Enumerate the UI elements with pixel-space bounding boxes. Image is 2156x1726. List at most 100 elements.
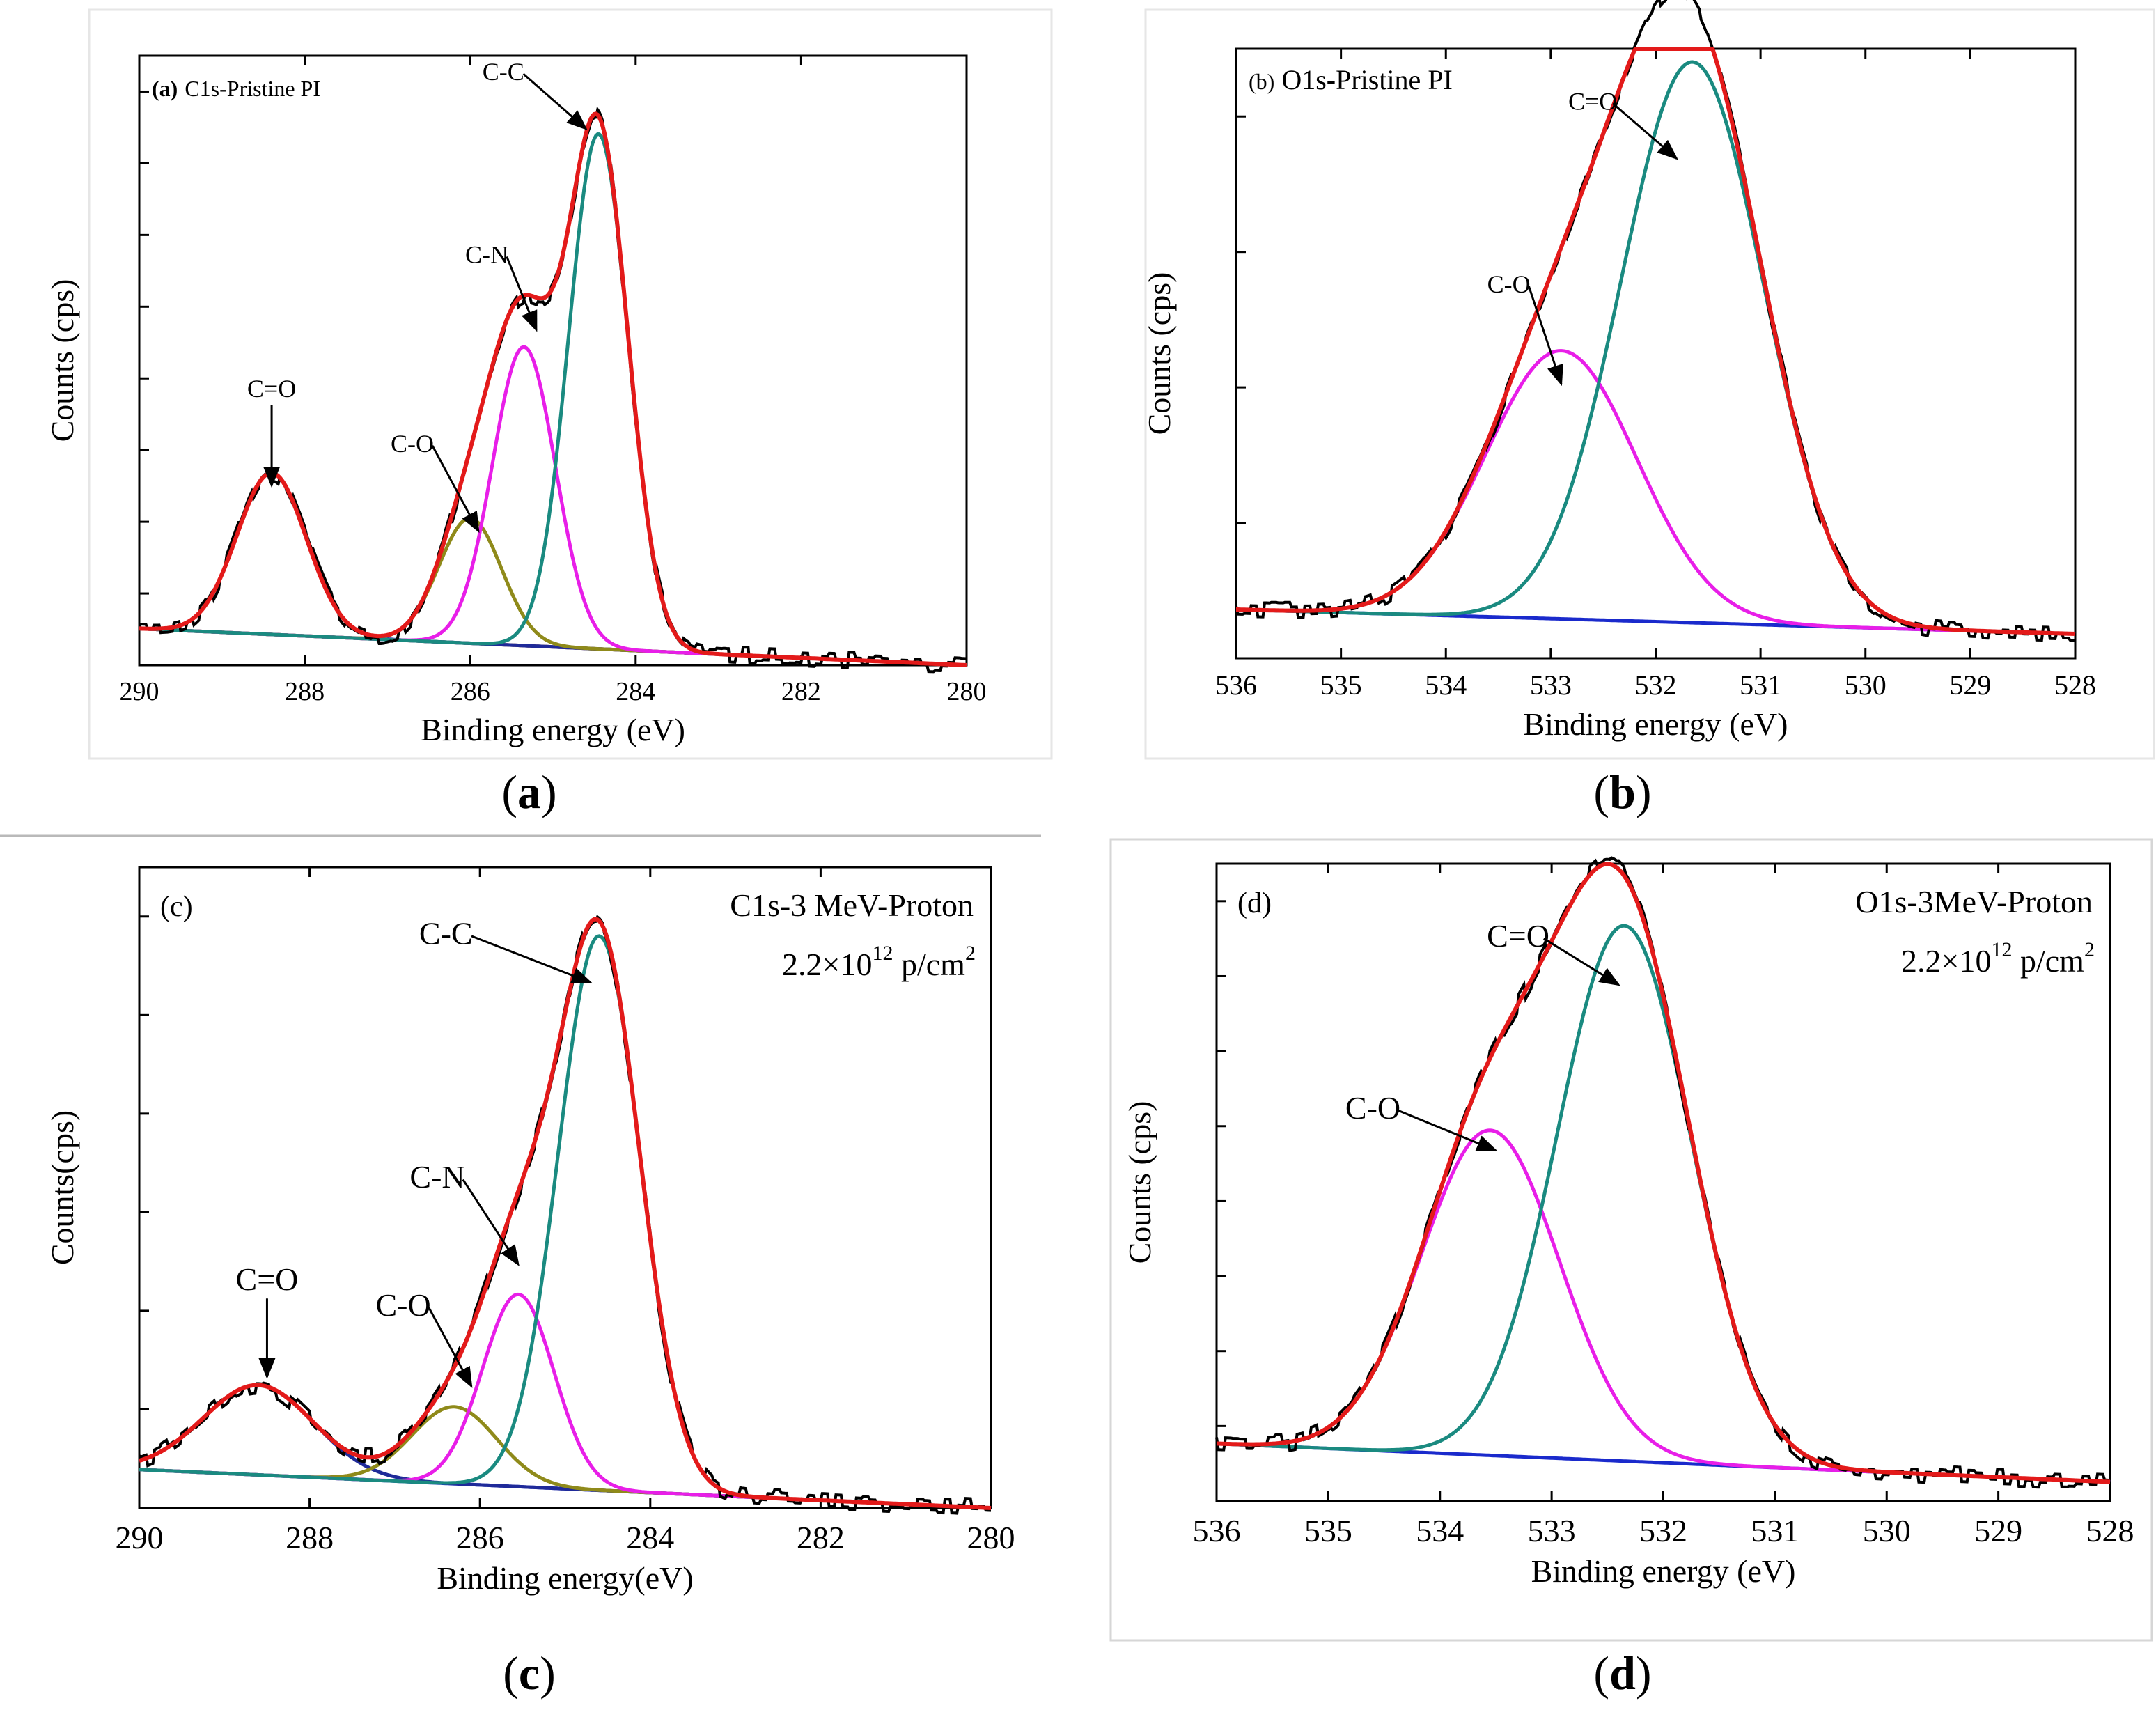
x-tick-label: 530 (1845, 669, 1886, 701)
y-axis-label: Counts (cps) (1122, 1101, 1157, 1264)
caption-open: ( (503, 1647, 519, 1700)
panel-b: 536 535 534 533 532 531 530 529 528 Binding energ… (1141, 0, 2096, 818)
series-fit-envelope (1217, 862, 2111, 1484)
annotation-c-o: C-O (391, 430, 434, 458)
y-axis-label: Counts(cps) (45, 1110, 80, 1265)
x-tick-label: 534 (1416, 1513, 1464, 1548)
annotation-ceqo: C=O (236, 1261, 299, 1297)
fluence-unit: p/cm (2012, 943, 2084, 979)
annotation-c-o: C-O (1487, 270, 1531, 298)
fluence-base: 2.2×10 (1901, 943, 1991, 979)
panel-caption: (d) (1593, 1647, 1651, 1700)
annotation-arrow-ceqo (1611, 102, 1678, 160)
fluence-unit-exponent: 2 (965, 942, 976, 965)
annotation-arrow-c-o (1528, 286, 1563, 387)
panel-d: 536 535 534 533 532 531 530 529 528 Binding energ… (1122, 856, 2134, 1700)
x-tick-label: 531 (1740, 669, 1781, 701)
panel-a: 290 288 286 284 282 280 Binding energy (eV) Cou… (45, 54, 987, 818)
x-tick-label: 280 (967, 1520, 1015, 1555)
panel-title: (b) O1s-Pristine PI (1249, 64, 1453, 95)
x-axis-label: Binding energy(eV) (437, 1560, 693, 1596)
panel-title: (a) C1s-Pristine PI (152, 76, 320, 101)
x-tick-label: 282 (781, 677, 821, 706)
x-tick-label: 536 (1193, 1513, 1241, 1548)
x-axis-label: Binding energy (eV) (1524, 706, 1788, 742)
x-tick-label: 530 (1863, 1513, 1911, 1548)
x-tick-label: 535 (1304, 1513, 1352, 1548)
x-tick-label: 532 (1639, 1513, 1687, 1548)
series-fit-envelope (1236, 47, 2076, 636)
series-experimental (1235, 0, 2076, 642)
panel-title: C1s-3 MeV-Proton (730, 887, 974, 923)
peak-c-o (139, 516, 967, 667)
title-text: O1s-Pristine PI (1281, 64, 1453, 95)
panel-frame-b (1144, 8, 2155, 760)
fluence-label: 2.2×1012 p/cm2 (782, 942, 976, 982)
x-tick-label: 282 (797, 1520, 845, 1555)
x-tick-label: 534 (1425, 669, 1467, 701)
caption-close: ) (1636, 1647, 1652, 1700)
fluence-exponent: 12 (872, 942, 893, 965)
annotation-arrow-c-o (1398, 1110, 1498, 1152)
annotation-arrow-ceqo (1543, 938, 1620, 986)
y-axis-label: Counts (cps) (45, 279, 80, 442)
x-tick-label: 288 (285, 677, 325, 706)
x-tick-label: 286 (451, 677, 490, 706)
annotation-c-o: C-O (1345, 1090, 1400, 1126)
x-tick-label: 290 (116, 1520, 164, 1555)
annotation-c-n: C-N (409, 1159, 464, 1195)
annotation-arrow-c-o (428, 1307, 473, 1388)
annotation-arrow-c-c (471, 935, 593, 983)
annotation-arrow-c-c (522, 72, 588, 130)
x-tick-label: 286 (456, 1520, 504, 1555)
x-tick-label: 280 (947, 677, 987, 706)
caption-letter: b (1609, 765, 1636, 818)
annotation-c-c: C-C (483, 58, 524, 86)
series-fit-envelope (139, 917, 992, 1510)
annotation-ceqo: C=O (1568, 88, 1617, 116)
x-tick-label: 535 (1320, 669, 1362, 701)
inset-label: (b) (1249, 69, 1274, 94)
inset-label: (c) (160, 891, 193, 923)
caption-close: ) (1636, 765, 1652, 818)
x-tick-label: 533 (1530, 669, 1572, 701)
peak-ceqo (139, 471, 967, 667)
peak-c-o (1236, 349, 2076, 636)
panel-caption: (a) (501, 765, 556, 818)
x-tick-label: 536 (1215, 669, 1257, 701)
annotation-arrow-c-n (462, 1179, 520, 1266)
plot-frame (138, 866, 992, 1509)
y-axis-label: Counts (cps) (1141, 272, 1177, 435)
panel-caption: (b) (1593, 765, 1651, 818)
caption-close: ) (540, 1647, 556, 1700)
x-tick-label: 529 (1949, 669, 1991, 701)
fluence-unit-exponent: 2 (2084, 938, 2095, 961)
peak-ceqo (1216, 924, 2111, 1484)
inset-label: (a) (152, 76, 178, 101)
peak-c-o (139, 1405, 992, 1510)
plot-frame (138, 54, 968, 667)
caption-letter: a (517, 765, 541, 818)
panel-frame-a (88, 8, 1053, 760)
caption-open: ( (501, 765, 517, 818)
x-tick-label: 529 (1974, 1513, 2022, 1548)
fluence-label: 2.2×1012 p/cm2 (1901, 938, 2095, 979)
title-text: C1s-Pristine PI (185, 76, 320, 101)
panel-caption: (c) (503, 1647, 556, 1700)
x-tick-label: 528 (2086, 1513, 2134, 1548)
annotation-ceqo: C=O (247, 375, 296, 403)
annotation-arrow-c-o (431, 445, 480, 534)
annotation-ceqo: C=O (1487, 918, 1549, 954)
annotation-arrow-c-n (506, 256, 538, 332)
fluence-unit: p/cm (893, 947, 965, 982)
inset-label: (d) (1237, 887, 1272, 919)
peak-ceqo (1235, 60, 2076, 636)
x-axis-label: Binding energy (eV) (421, 712, 685, 747)
caption-letter: c (519, 1647, 540, 1700)
panel-c: 290 288 286 284 282 280 Binding energy(eV) Coun… (45, 866, 1015, 1700)
caption-open: ( (1593, 1647, 1609, 1700)
x-tick-label: 284 (616, 677, 655, 706)
annotation-c-o: C-O (376, 1287, 431, 1323)
x-axis-label: Binding energy (eV) (1531, 1553, 1796, 1589)
